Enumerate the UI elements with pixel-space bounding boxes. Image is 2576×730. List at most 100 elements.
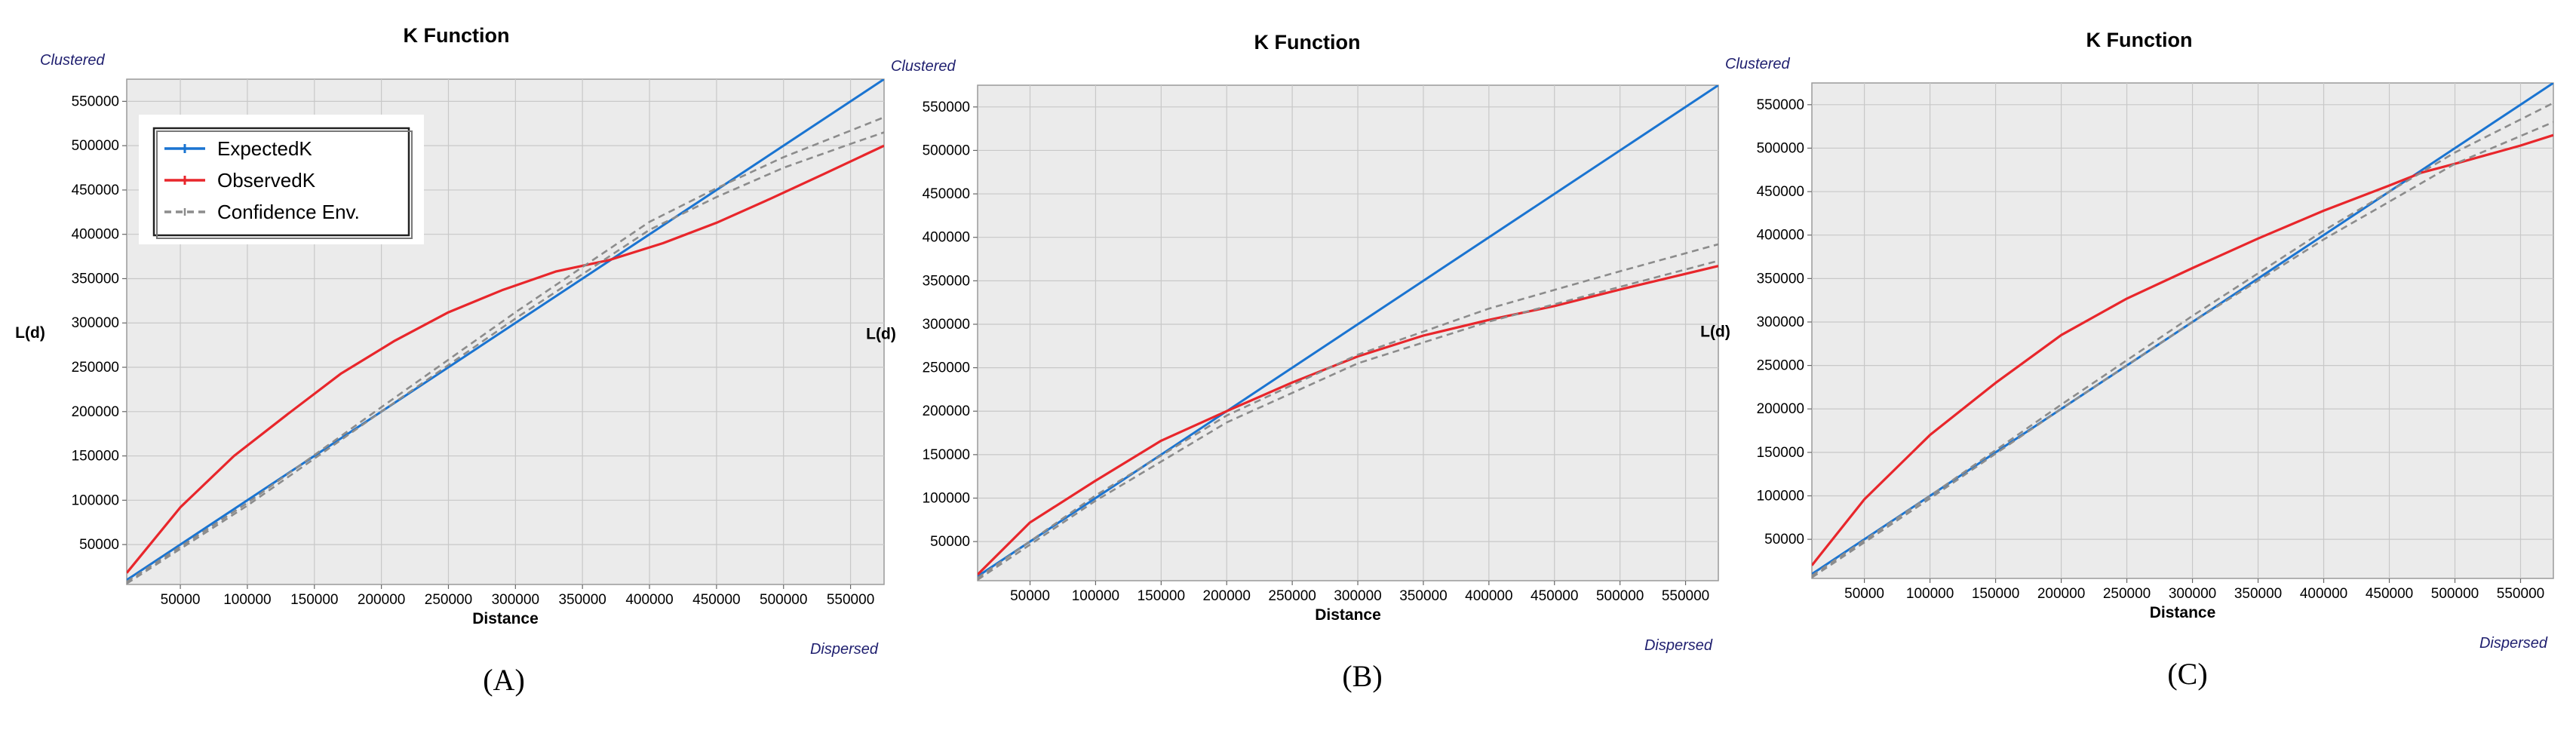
x-tick-label: 200000 (358, 592, 405, 608)
observed-k-line (127, 144, 884, 574)
y-tick-label: 150000 (1757, 445, 1804, 461)
chart-title: K Function (1254, 31, 1361, 54)
clustered-note: Clustered (891, 58, 956, 75)
x-axis-label: Distance (2150, 604, 2216, 621)
confidence-upper-line (1812, 102, 2553, 577)
confidence-lower-line (1812, 121, 2553, 578)
series-group (1812, 83, 2553, 578)
x-tick-label: 500000 (2431, 586, 2479, 602)
y-tick-label: 350000 (72, 271, 119, 287)
x-tick-label: 200000 (2037, 586, 2085, 602)
y-tick-label: 400000 (923, 230, 970, 246)
y-tick-label: 50000 (79, 537, 119, 553)
x-tick-label: 300000 (2169, 586, 2216, 602)
series-group (127, 79, 884, 584)
x-tick-label: 450000 (1531, 588, 1578, 604)
panel-caption: (A) (483, 663, 525, 697)
x-tick-label: 400000 (625, 592, 673, 608)
y-tick-label: 300000 (1757, 314, 1804, 330)
legend-shadow (156, 130, 413, 239)
chart-panel-c: 50000 100000 150000 200000 250000 300000 35000… (1700, 29, 2554, 691)
y-tick-label: 500000 (923, 143, 970, 158)
y-tick-label: 350000 (1757, 271, 1804, 287)
observed-k-line (1812, 133, 2553, 566)
y-tick-label: 550000 (72, 94, 119, 109)
y-tick-label: 100000 (923, 491, 970, 507)
y-tick-label: 300000 (72, 315, 119, 331)
y-tick-label: 200000 (72, 404, 119, 420)
y-tick-label: 400000 (72, 227, 119, 243)
chart-panel-b: 50000 100000 150000 200000 250000 300000 35000… (866, 31, 1719, 693)
y-tick-label: 350000 (923, 273, 970, 289)
x-tick-label: 50000 (161, 592, 201, 608)
y-tick-label: 150000 (923, 447, 970, 463)
x-tick-label: 550000 (2497, 586, 2544, 602)
legend-label-confidence: Confidence Env. (217, 201, 360, 223)
confidence-upper-line (127, 116, 884, 583)
y-tick-label: 100000 (1757, 489, 1804, 505)
x-tick-label: 500000 (760, 592, 807, 608)
dispersed-note: Dispersed (2479, 635, 2548, 652)
clustered-note: Clustered (1725, 56, 1790, 72)
y-tick-label: 250000 (1757, 358, 1804, 374)
x-tick-label: 550000 (1662, 588, 1709, 604)
confidence-lower-line (978, 259, 1718, 581)
x-tick-label: 150000 (1972, 586, 2019, 602)
x-tick-label: 450000 (692, 592, 740, 608)
clustered-note: Clustered (40, 52, 105, 69)
x-tick-label: 350000 (1399, 588, 1447, 604)
y-tick-label: 450000 (1757, 184, 1804, 200)
y-tick-label: 200000 (1757, 401, 1804, 417)
confidence-upper-line (978, 243, 1718, 579)
x-tick-label: 150000 (1138, 588, 1185, 604)
x-tick-label: 200000 (1203, 588, 1251, 604)
legend: ExpectedK ObservedK Confidence Env. (139, 115, 424, 244)
y-tick-label: 400000 (1757, 228, 1804, 244)
expected-k-line (127, 79, 884, 581)
x-tick-label: 450000 (2366, 586, 2413, 602)
y-tick-label: 300000 (923, 317, 970, 333)
y-tick-label: 200000 (923, 403, 970, 419)
y-tick-label: 550000 (923, 100, 970, 115)
dispersed-note: Dispersed (810, 641, 879, 658)
expected-k-line (978, 85, 1718, 578)
x-tick-label: 400000 (2300, 586, 2347, 602)
y-tick-label: 250000 (72, 360, 119, 376)
x-tick-label: 250000 (425, 592, 472, 608)
y-tick-label: 500000 (1757, 140, 1804, 156)
x-tick-label: 100000 (223, 592, 271, 608)
chart-panel-a: 50000 100000 150000 200000 250000 300000 35000… (15, 24, 885, 697)
x-axis-label: Distance (472, 610, 539, 627)
y-axis-label: L(d) (1700, 324, 1730, 341)
y-axis-label: L(d) (15, 324, 45, 342)
legend-box (152, 127, 410, 237)
x-tick-label: 500000 (1596, 588, 1644, 604)
dispersed-note: Dispersed (1644, 637, 1713, 654)
panel-caption: (B) (1342, 659, 1382, 693)
legend-label-observed: ObservedK (217, 169, 316, 192)
y-tick-label: 550000 (1757, 97, 1804, 113)
chart-title: K Function (404, 24, 510, 47)
x-tick-label: 350000 (2234, 586, 2282, 602)
y-tick-label: 50000 (930, 534, 970, 550)
x-tick-label: 250000 (2103, 586, 2151, 602)
x-tick-label: 150000 (290, 592, 338, 608)
y-tick-label: 450000 (72, 182, 119, 198)
y-tick-label: 450000 (923, 186, 970, 202)
legend-label-expected: ExpectedK (217, 137, 312, 160)
x-tick-label: 300000 (1334, 588, 1381, 604)
x-tick-label: 50000 (1844, 586, 1884, 602)
confidence-lower-line (127, 131, 884, 584)
x-tick-label: 250000 (1268, 588, 1316, 604)
x-tick-label: 400000 (1465, 588, 1512, 604)
x-tick-label: 100000 (1072, 588, 1119, 604)
y-axis-label: L(d) (866, 326, 896, 343)
y-tick-label: 50000 (1764, 532, 1804, 548)
x-tick-label: 550000 (827, 592, 874, 608)
y-tick-label: 250000 (923, 360, 970, 376)
y-tick-label: 150000 (72, 449, 119, 465)
chart-title: K Function (2086, 29, 2193, 51)
x-tick-label: 100000 (1906, 586, 1954, 602)
